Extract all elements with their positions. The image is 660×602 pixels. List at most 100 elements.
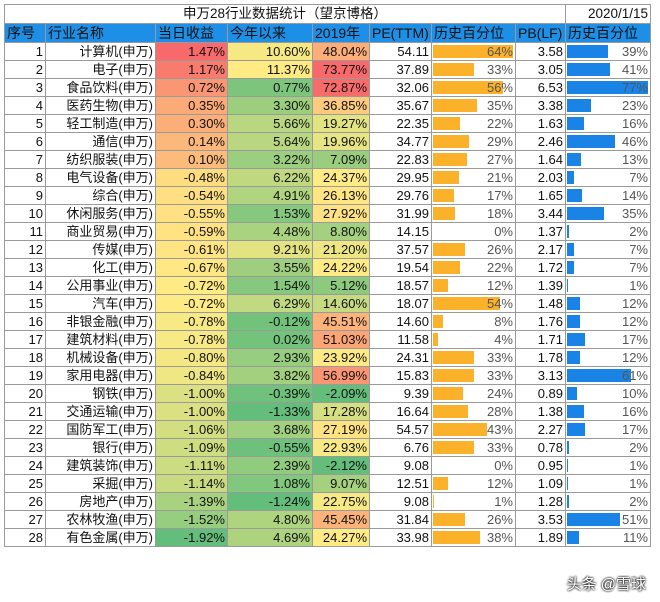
daily-return[interactable]: -0.78% [155, 312, 228, 331]
row-index[interactable]: 7 [4, 150, 46, 169]
pe-percentile[interactable]: 33% [431, 60, 516, 79]
daily-return[interactable]: -0.72% [155, 294, 228, 313]
pb-percentile[interactable]: 7% [565, 168, 651, 187]
ytd-return[interactable]: 4.91% [227, 186, 313, 205]
pb-percentile[interactable]: 23% [565, 96, 651, 115]
ytd-return[interactable]: 4.69% [227, 528, 313, 547]
pe-ttm[interactable]: 16.64 [369, 402, 432, 421]
pe-ttm[interactable]: 18.07 [369, 294, 432, 313]
industry-name[interactable]: 计算机(申万) [45, 42, 156, 61]
pb-percentile[interactable]: 61% [565, 366, 651, 385]
date-cell[interactable]: 2020/1/15 [565, 4, 651, 24]
return-2019[interactable]: 21.20% [312, 240, 370, 259]
return-2019[interactable]: 17.28% [312, 402, 370, 421]
daily-return[interactable]: -1.14% [155, 474, 228, 493]
pb-percentile[interactable]: 17% [565, 420, 651, 439]
pe-ttm[interactable]: 12.51 [369, 474, 432, 493]
pe-percentile[interactable]: 4% [431, 330, 516, 349]
pe-ttm[interactable]: 22.35 [369, 114, 432, 133]
pb-percentile[interactable]: 2% [565, 222, 651, 241]
ytd-return[interactable]: 3.82% [227, 366, 313, 385]
return-2019[interactable]: 7.09% [312, 150, 370, 169]
daily-return[interactable]: -0.78% [155, 330, 228, 349]
return-2019[interactable]: 27.19% [312, 420, 370, 439]
pe-ttm[interactable]: 37.57 [369, 240, 432, 259]
row-index[interactable]: 10 [4, 204, 46, 223]
pe-ttm[interactable]: 29.76 [369, 186, 432, 205]
pb-percentile[interactable]: 7% [565, 240, 651, 259]
ytd-return[interactable]: 2.93% [227, 348, 313, 367]
return-2019[interactable]: 23.92% [312, 348, 370, 367]
pe-ttm[interactable]: 18.57 [369, 276, 432, 295]
pb-lf[interactable]: 1.28 [515, 492, 566, 511]
ytd-return[interactable]: 10.60% [227, 42, 313, 61]
daily-return[interactable]: 0.10% [155, 150, 228, 169]
daily-return[interactable]: -1.00% [155, 402, 228, 421]
daily-return[interactable]: -1.00% [155, 384, 228, 403]
ytd-return[interactable]: 11.37% [227, 60, 313, 79]
pe-percentile[interactable]: 26% [431, 240, 516, 259]
daily-return[interactable]: -1.11% [155, 456, 228, 475]
pe-ttm[interactable]: 11.58 [369, 330, 432, 349]
row-index[interactable]: 16 [4, 312, 46, 331]
pe-ttm[interactable]: 33.98 [369, 528, 432, 547]
row-index[interactable]: 28 [4, 528, 46, 547]
pb-percentile[interactable]: 13% [565, 150, 651, 169]
pe-percentile[interactable]: 18% [431, 204, 516, 223]
pe-ttm[interactable]: 14.60 [369, 312, 432, 331]
column-header[interactable]: 历史百分位 [431, 23, 516, 43]
daily-return[interactable]: -1.09% [155, 438, 228, 457]
pe-percentile[interactable]: 38% [431, 528, 516, 547]
row-index[interactable]: 3 [4, 78, 46, 97]
industry-name[interactable]: 医药生物(申万) [45, 96, 156, 115]
pb-percentile[interactable]: 7% [565, 258, 651, 277]
industry-name[interactable]: 钢铁(申万) [45, 384, 156, 403]
pb-lf[interactable]: 1.63 [515, 114, 566, 133]
pe-ttm[interactable]: 31.84 [369, 510, 432, 529]
ytd-return[interactable]: -0.55% [227, 438, 313, 457]
ytd-return[interactable]: 1.08% [227, 474, 313, 493]
row-index[interactable]: 21 [4, 402, 46, 421]
return-2019[interactable]: -2.09% [312, 384, 370, 403]
pb-percentile[interactable]: 12% [565, 312, 651, 331]
daily-return[interactable]: -1.52% [155, 510, 228, 529]
pe-percentile[interactable]: 8% [431, 312, 516, 331]
column-header[interactable]: 历史百分位 [565, 23, 651, 43]
pe-ttm[interactable]: 54.11 [369, 42, 432, 61]
pe-percentile[interactable]: 0% [431, 222, 516, 241]
ytd-return[interactable]: 9.21% [227, 240, 313, 259]
daily-return[interactable]: -0.72% [155, 276, 228, 295]
pb-percentile[interactable]: 2% [565, 438, 651, 457]
row-index[interactable]: 8 [4, 168, 46, 187]
industry-name[interactable]: 农林牧渔(申万) [45, 510, 156, 529]
industry-name[interactable]: 轻工制造(申万) [45, 114, 156, 133]
return-2019[interactable]: 8.80% [312, 222, 370, 241]
column-header[interactable]: 行业名称 [45, 23, 156, 43]
return-2019[interactable]: 73.77% [312, 60, 370, 79]
pe-ttm[interactable]: 22.83 [369, 150, 432, 169]
pe-ttm[interactable]: 35.67 [369, 96, 432, 115]
return-2019[interactable]: 51.03% [312, 330, 370, 349]
industry-name[interactable]: 房地产(申万) [45, 492, 156, 511]
ytd-return[interactable]: 6.29% [227, 294, 313, 313]
industry-name[interactable]: 建筑材料(申万) [45, 330, 156, 349]
ytd-return[interactable]: 4.80% [227, 510, 313, 529]
row-index[interactable]: 27 [4, 510, 46, 529]
return-2019[interactable]: 24.22% [312, 258, 370, 277]
industry-name[interactable]: 机械设备(申万) [45, 348, 156, 367]
row-index[interactable]: 18 [4, 348, 46, 367]
pe-percentile[interactable]: 21% [431, 168, 516, 187]
pe-percentile[interactable]: 33% [431, 348, 516, 367]
pb-lf[interactable]: 1.37 [515, 222, 566, 241]
daily-return[interactable]: -1.06% [155, 420, 228, 439]
row-index[interactable]: 25 [4, 474, 46, 493]
ytd-return[interactable]: 5.66% [227, 114, 313, 133]
pe-ttm[interactable]: 9.08 [369, 456, 432, 475]
daily-return[interactable]: -0.67% [155, 258, 228, 277]
pb-lf[interactable]: 1.09 [515, 474, 566, 493]
return-2019[interactable]: 22.93% [312, 438, 370, 457]
pb-lf[interactable]: 3.38 [515, 96, 566, 115]
pe-percentile[interactable]: 1% [431, 492, 516, 511]
pe-percentile[interactable]: 27% [431, 150, 516, 169]
pb-percentile[interactable]: 46% [565, 132, 651, 151]
